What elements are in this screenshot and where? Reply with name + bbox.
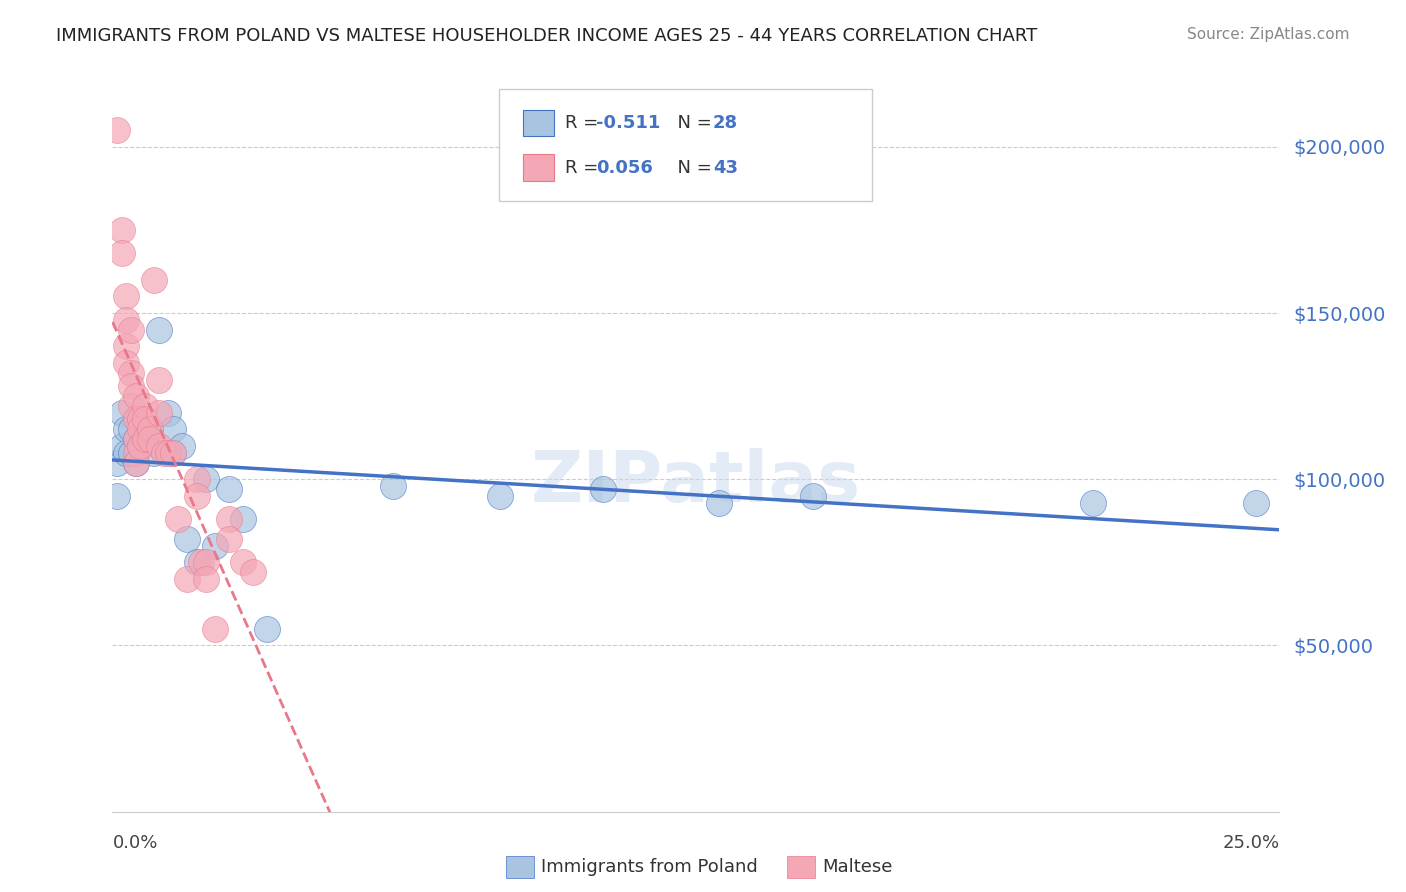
Point	[148, 439, 170, 453]
Point	[153, 445, 176, 459]
Point	[139, 433, 162, 447]
Point	[125, 456, 148, 470]
Text: 0.0%: 0.0%	[112, 834, 157, 852]
Point	[111, 246, 134, 260]
Point	[120, 379, 142, 393]
Point	[256, 622, 278, 636]
Text: -0.511: -0.511	[596, 114, 661, 132]
Text: Immigrants from Poland: Immigrants from Poland	[541, 858, 758, 876]
Point	[242, 566, 264, 580]
Point	[115, 445, 138, 459]
Point	[381, 479, 404, 493]
Point	[194, 555, 217, 569]
Point	[134, 399, 156, 413]
Point	[186, 489, 208, 503]
Text: R =: R =	[565, 159, 605, 177]
Point	[105, 489, 128, 503]
Point	[125, 412, 148, 426]
Point	[125, 433, 148, 447]
Point	[115, 356, 138, 370]
Point	[129, 412, 152, 426]
Point	[148, 406, 170, 420]
Text: 25.0%: 25.0%	[1222, 834, 1279, 852]
Point	[115, 289, 138, 303]
Point	[139, 422, 162, 436]
Point	[120, 323, 142, 337]
Point	[801, 489, 824, 503]
Point	[120, 445, 142, 459]
Point	[1244, 495, 1267, 509]
Point	[157, 406, 180, 420]
Point	[232, 512, 254, 526]
Point	[129, 412, 152, 426]
Point	[162, 445, 184, 459]
Text: IMMIGRANTS FROM POLAND VS MALTESE HOUSEHOLDER INCOME AGES 25 - 44 YEARS CORRELAT: IMMIGRANTS FROM POLAND VS MALTESE HOUSEH…	[56, 27, 1038, 45]
Point	[172, 439, 194, 453]
Point	[115, 422, 138, 436]
Point	[134, 412, 156, 426]
Text: N =: N =	[666, 114, 718, 132]
Point	[139, 422, 162, 436]
Point	[134, 433, 156, 447]
Point	[129, 439, 152, 453]
Point	[592, 482, 614, 496]
Point	[115, 339, 138, 353]
Point	[148, 372, 170, 386]
Point	[194, 572, 217, 586]
Point	[105, 456, 128, 470]
Point	[204, 622, 226, 636]
Point	[232, 555, 254, 569]
Text: Maltese: Maltese	[823, 858, 893, 876]
Point	[120, 422, 142, 436]
Point	[176, 532, 198, 546]
Point	[204, 539, 226, 553]
Point	[148, 323, 170, 337]
Text: R =: R =	[565, 114, 605, 132]
Point	[166, 512, 188, 526]
Point	[125, 456, 148, 470]
Point	[111, 439, 134, 453]
Point	[194, 472, 217, 486]
Point	[1081, 495, 1104, 509]
Point	[115, 312, 138, 326]
Point	[111, 223, 134, 237]
Point	[111, 406, 134, 420]
Point	[489, 489, 512, 503]
Point	[176, 572, 198, 586]
Point	[134, 433, 156, 447]
Point	[186, 555, 208, 569]
Point	[129, 422, 152, 436]
Text: 43: 43	[713, 159, 738, 177]
Point	[120, 399, 142, 413]
Point	[105, 123, 128, 137]
Point	[162, 445, 184, 459]
Point	[186, 472, 208, 486]
Point	[218, 532, 240, 546]
Point	[120, 366, 142, 380]
Text: 0.056: 0.056	[596, 159, 652, 177]
Point	[709, 495, 731, 509]
Point	[143, 445, 166, 459]
Point	[125, 433, 148, 447]
Point	[125, 445, 148, 459]
Point	[190, 555, 212, 569]
Point	[125, 389, 148, 403]
Point	[157, 445, 180, 459]
Text: Source: ZipAtlas.com: Source: ZipAtlas.com	[1187, 27, 1350, 42]
Text: ZIPatlas: ZIPatlas	[531, 448, 860, 517]
Point	[218, 482, 240, 496]
Point	[218, 512, 240, 526]
Text: 28: 28	[713, 114, 738, 132]
Point	[143, 273, 166, 287]
Text: N =: N =	[666, 159, 718, 177]
Point	[162, 422, 184, 436]
